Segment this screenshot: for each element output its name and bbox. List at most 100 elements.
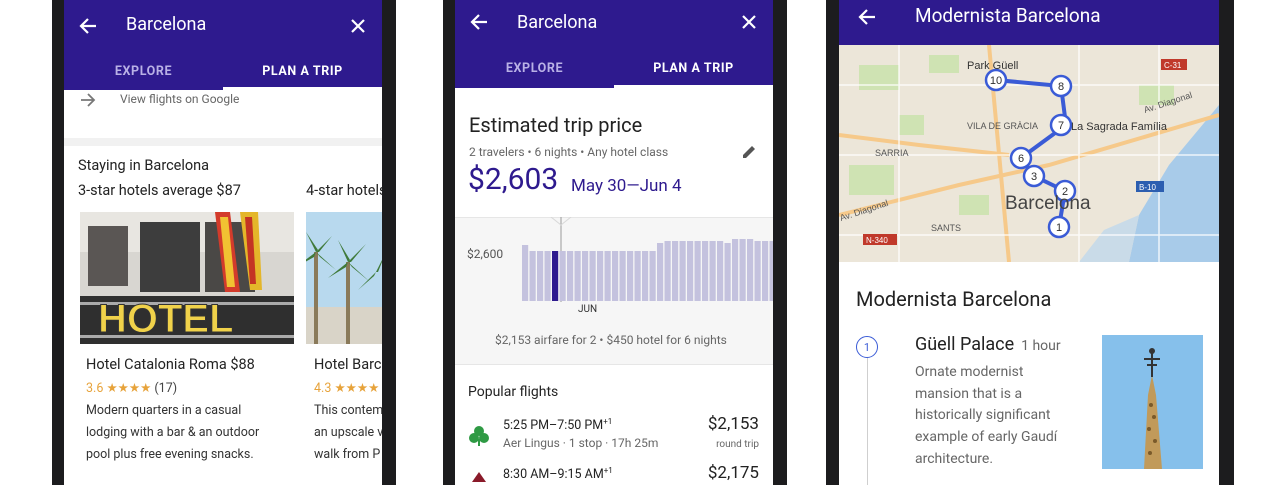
histogram-bar[interactable] [604,251,611,301]
chart-y-label: $2,600 [467,247,504,261]
tab-bar: EXPLORE PLAN A TRIP [455,48,773,88]
app-bar: Barcelona [64,0,382,52]
stop-number-badge: 1 [856,336,878,358]
histogram-bar[interactable] [522,245,529,301]
avg-3star: 3-star hotels average $87 [78,182,241,199]
histogram-bar[interactable] [627,251,634,301]
close-icon[interactable] [346,14,370,38]
histogram-bar[interactable] [717,241,724,301]
histogram-bar[interactable] [769,241,774,301]
stop-1-desc-line: example of early Gaudí [915,429,1058,445]
histogram-bar[interactable] [567,251,574,301]
map-marker-3: 3 [1031,171,1037,183]
airline-logo-icon [469,472,489,485]
map-marker-1: 1 [1056,222,1062,234]
hotel-2-desc-line: This contem [314,403,382,418]
histogram-bar[interactable] [597,251,604,301]
hotel-2-desc-line: walk from P [314,447,381,462]
hotel-image-2[interactable] [306,212,382,344]
histogram-bar[interactable] [687,241,694,301]
histogram-bar[interactable] [612,251,619,301]
flight-1-price-type: round trip [716,439,759,450]
price-breakdown: $2,153 airfare for 2 • $450 hotel for 6 … [495,333,727,347]
map-label-b10: B-10 [1139,183,1156,192]
hotel-1-name[interactable]: Hotel Catalonia Roma $88 [86,356,255,373]
hotel-1-desc-line: lodging with a bar & an outdoor [86,425,260,440]
hotel-2-desc-line: an upscale v [314,425,382,440]
guell-palace-photo[interactable] [1102,335,1203,469]
back-arrow-icon[interactable] [855,5,879,29]
flight-2-next-day: +1 [603,466,613,475]
histogram-bar[interactable] [589,251,596,301]
histogram-bar[interactable] [709,241,716,301]
histogram-bar[interactable] [747,239,754,301]
histogram-bar[interactable] [574,251,581,301]
histogram-bar[interactable] [762,241,769,301]
histogram-bar[interactable] [724,243,731,301]
hotel-1-reviews: (17) [154,381,178,396]
tab-underline [223,87,382,90]
hotel-image-1[interactable]: HOTEL [80,212,294,344]
page-title: Barcelona [517,12,598,33]
histogram-bar[interactable] [664,241,671,301]
map-label-n340: N-340 [866,236,888,245]
histogram-bar[interactable] [649,251,656,301]
trip-price: $2,603 [468,162,559,197]
histogram-bar[interactable] [732,239,739,301]
flight-1-price[interactable]: $2,153 [707,414,759,434]
estimate-subtitle: 2 travelers • 6 nights • Any hotel class [469,145,669,159]
stop-1-name: Güell Palace [915,334,1015,355]
histogram-bar[interactable] [739,239,746,301]
flight-2-time: 8:30 AM–9:15 AM+1 [503,466,613,482]
histogram-bar[interactable] [672,241,679,301]
flights-link[interactable]: View flights on Google [120,92,240,106]
stop-1-title[interactable]: Güell Palace 1 hour [915,334,1061,355]
flight-1-details: Aer Lingus · 1 stop · 17h 25m [503,436,659,450]
tab-explore[interactable]: EXPLORE [114,63,173,79]
stop-1-duration: 1 hour [1021,338,1061,354]
page-title: Barcelona [126,14,207,35]
histogram-bar[interactable] [559,251,566,301]
map-label-barcelona: Barcelona [1005,193,1091,214]
histogram-bar[interactable] [702,241,709,301]
back-arrow-icon[interactable] [467,10,491,34]
hotel-2-rating-value: 4.3 [314,381,332,396]
stop-1-desc-line: historically significant [915,407,1051,423]
app-bar: Modernista Barcelona [839,0,1219,45]
histogram-bar[interactable] [552,251,559,301]
phone-1-screen: Barcelona EXPLORE PLAN A TRIP View fligh… [64,0,382,485]
histogram-bar[interactable] [634,251,641,301]
histogram-bar[interactable] [694,241,701,301]
hotel-2-name[interactable]: Hotel Barc [314,356,382,373]
hotel-1-rating: 3.6 ★★★★ (17) [86,380,177,396]
section-title: Modernista Barcelona [856,287,1052,311]
phone-3-screen: Modernista Barcelona [839,0,1219,485]
histogram-bar[interactable] [657,243,664,301]
page-title: Modernista Barcelona [915,4,1101,27]
close-icon[interactable] [737,10,761,34]
map-marker-6: 6 [1018,153,1024,165]
flight-1-time-text: 5:25 PM–7:50 PM [503,418,604,434]
flight-2-price[interactable]: $2,175 [707,463,759,483]
hotel-1-desc-line: Modern quarters in a casual [86,403,242,418]
map-label-sagrada: La Sagrada Família [1071,121,1168,133]
popular-flights-title: Popular flights [468,384,559,400]
back-arrow-icon[interactable] [76,14,100,38]
price-histogram[interactable] [455,217,773,317]
timeline-line [867,356,868,485]
tab-plan-a-trip[interactable]: PLAN A TRIP [653,60,734,76]
histogram-bar[interactable] [537,251,544,301]
tab-plan-a-trip[interactable]: PLAN A TRIP [262,63,343,79]
route-map[interactable]: 10 8 7 6 3 2 1 Park Güell La Sagrada Fam… [839,45,1219,262]
divider [64,138,382,146]
histogram-bar[interactable] [642,251,649,301]
histogram-bar[interactable] [619,251,626,301]
histogram-bar[interactable] [582,251,589,301]
edit-pencil-icon[interactable] [739,142,759,162]
tab-explore[interactable]: EXPLORE [505,60,564,76]
histogram-bar[interactable] [754,241,761,301]
histogram-bar[interactable] [679,241,686,301]
histogram-bar[interactable] [529,251,536,301]
histogram-bar[interactable] [544,251,551,301]
section-title: Staying in Barcelona [78,157,210,174]
